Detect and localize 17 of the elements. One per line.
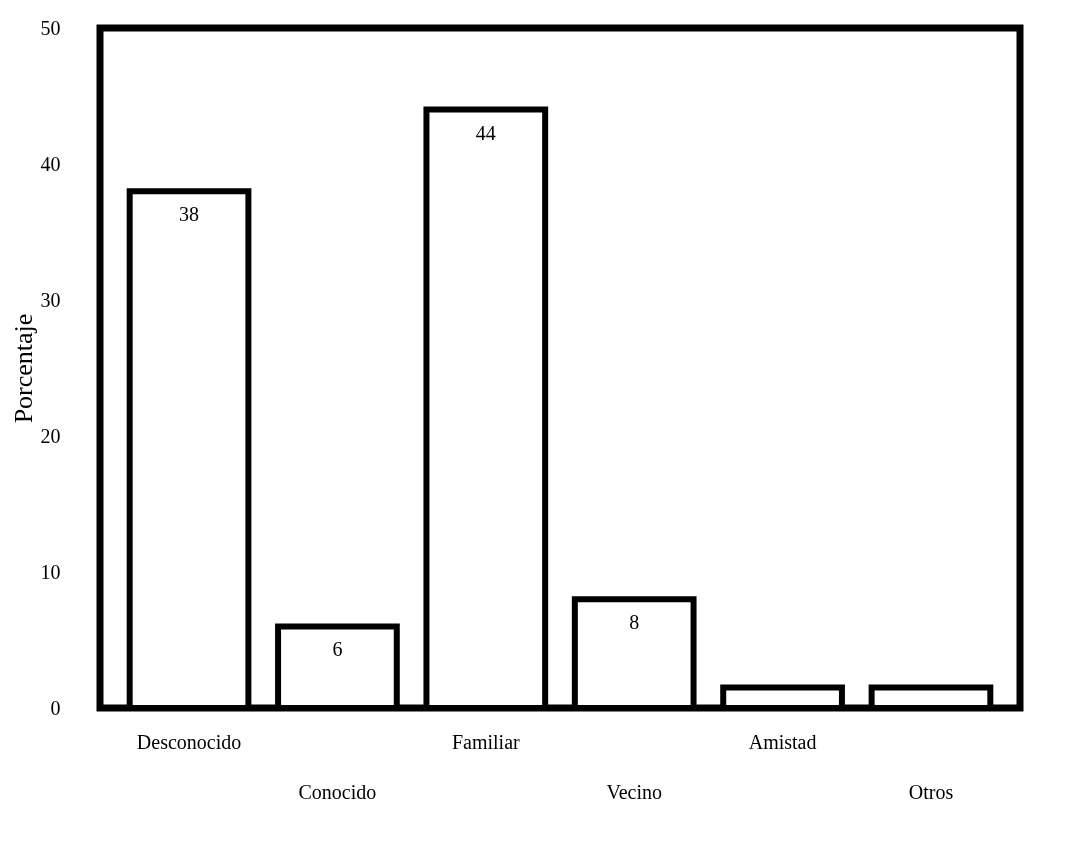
y-tick-label: 10 [40, 560, 61, 583]
y-tick-label: 0 [50, 696, 61, 719]
x-tick-label: Desconocido [136, 731, 242, 753]
y-axis-title: Porcentaje [8, 313, 38, 424]
x-tick-label: Familiar [451, 731, 521, 753]
data-label: 8 [629, 611, 640, 634]
y-tick-label: 30 [40, 288, 61, 311]
data-label: 38 [179, 203, 200, 226]
x-tick-label: Conocido [298, 781, 377, 803]
y-tick-label: 50 [40, 16, 61, 39]
y-tick-label: 20 [40, 424, 61, 447]
data-label: 6 [332, 638, 343, 661]
x-tick-label: Otros [908, 781, 954, 803]
x-tick-label: Vecino [606, 781, 662, 803]
x-tick-label: Amistad [748, 731, 817, 753]
y-tick-label: 40 [40, 152, 61, 175]
data-label: 44 [475, 121, 496, 144]
